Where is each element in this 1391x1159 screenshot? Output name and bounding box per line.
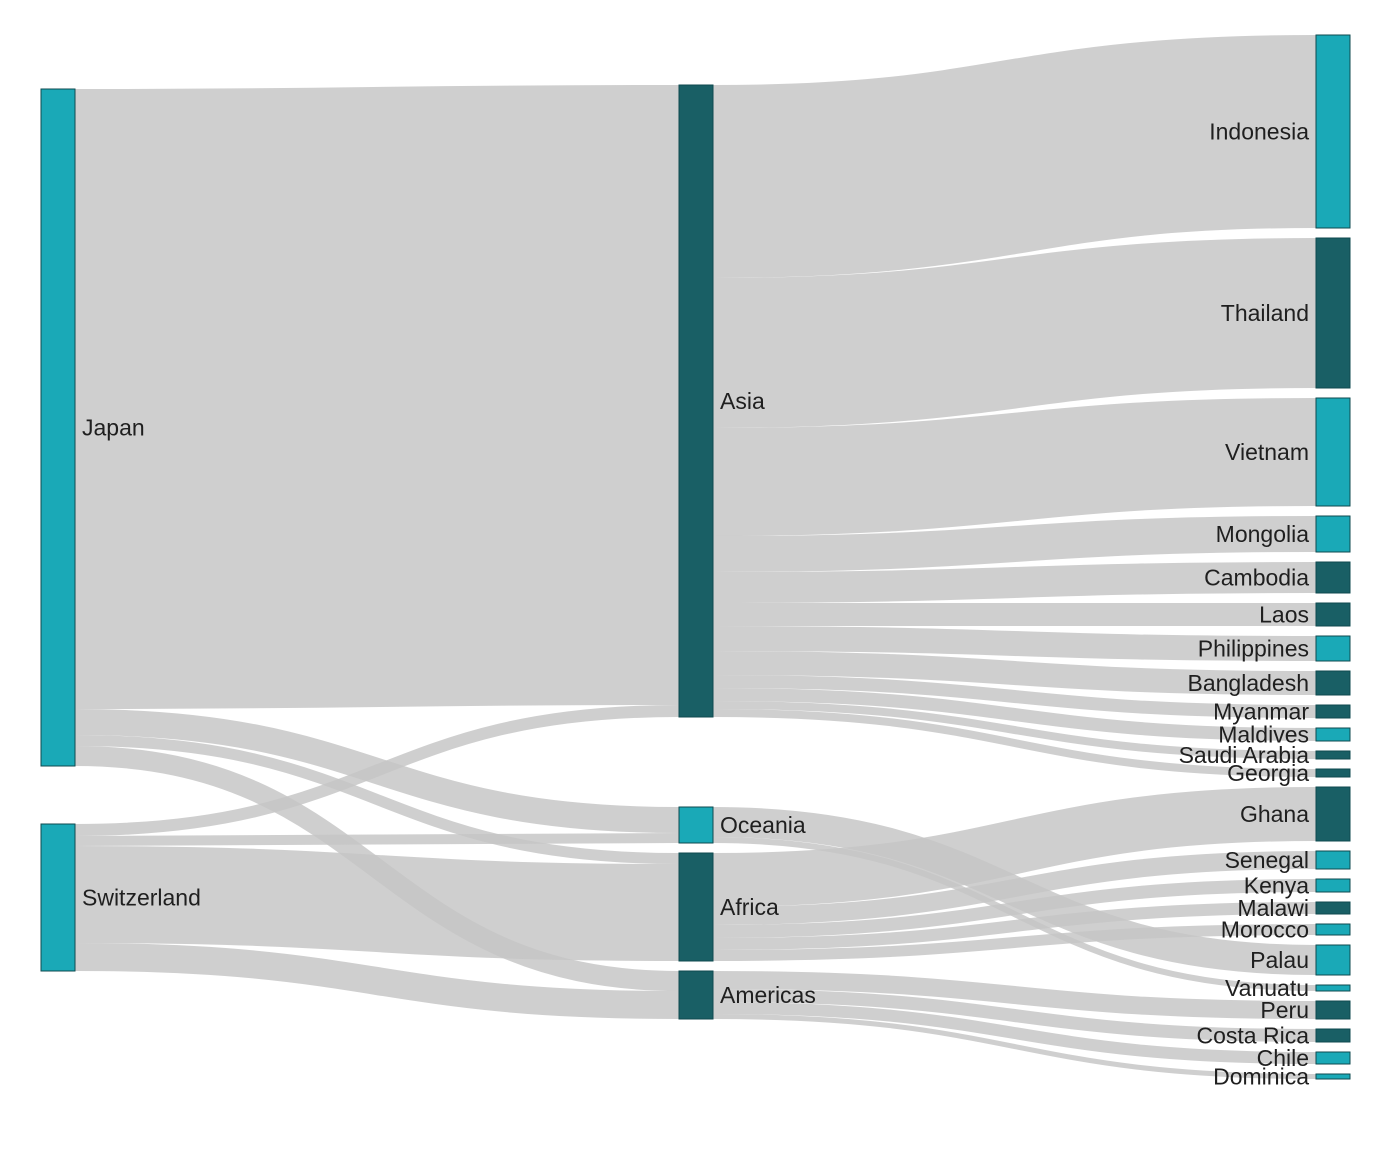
link-asia-to-indonesia [712,35,1317,278]
node-saudi-arabia [1315,750,1351,760]
node-label-chile: Chile [1257,1045,1309,1071]
node-label-maldives: Maldives [1218,722,1309,748]
link-asia-to-bangladesh [712,651,1317,695]
node-label-costa-rica: Costa Rica [1197,1023,1310,1049]
link-asia-to-philippines [712,626,1317,661]
link-switzerland-to-oceania [74,833,680,846]
node-americas [678,970,714,1020]
link-americas-to-chile [712,1002,1317,1064]
node-georgia [1315,768,1351,778]
node-philippines [1315,635,1351,662]
node-label-bangladesh: Bangladesh [1188,670,1310,696]
sankey-labels: Japan Switzerland Asia Oceania Africa America… [82,119,1309,1090]
link-americas-to-costa-rica [712,989,1317,1042]
link-asia-to-myanmar [712,675,1317,718]
node-japan [40,88,76,767]
node-label-dominica: Dominica [1213,1064,1309,1090]
link-japan-to-africa [74,735,680,864]
node-label-thailand: Thailand [1221,300,1309,326]
node-label-asia: Asia [720,388,765,414]
link-africa-to-morocco [712,924,1317,961]
node-cambodia [1315,561,1351,594]
node-indonesia [1315,34,1351,229]
link-switzerland-to-americas [74,943,680,1019]
sankey-nodes [40,34,1351,1080]
node-label-ghana: Ghana [1240,801,1309,827]
node-peru [1315,1000,1351,1020]
node-label-indonesia: Indonesia [1209,119,1309,145]
node-vanuatu [1315,984,1351,992]
node-label-morocco: Morocco [1221,917,1309,943]
node-label-oceania: Oceania [720,812,806,838]
link-asia-to-georgia [712,709,1317,777]
node-label-japan: Japan [82,415,145,441]
link-americas-to-dominica [712,1014,1317,1079]
link-japan-to-asia [74,85,680,709]
link-africa-to-senegal [712,851,1317,925]
node-kenya [1315,878,1351,893]
link-switzerland-to-asia [74,705,680,836]
node-switzerland [40,823,76,972]
node-senegal [1315,850,1351,870]
node-morocco [1315,923,1351,936]
link-switzerland-to-africa [74,846,680,961]
link-asia-to-maldives [712,688,1317,741]
node-label-georgia: Georgia [1227,760,1309,786]
node-label-peru: Peru [1260,997,1309,1023]
node-label-myanmar: Myanmar [1213,699,1309,725]
node-palau [1315,944,1351,976]
node-label-africa: Africa [720,894,779,920]
node-label-vietnam: Vietnam [1225,439,1309,465]
node-mongolia [1315,515,1351,553]
link-asia-to-thailand [712,238,1317,428]
node-label-senegal: Senegal [1225,847,1309,873]
link-africa-to-malawi [712,902,1317,950]
link-africa-to-ghana [712,787,1317,907]
node-vietnam [1315,397,1351,507]
node-label-kenya: Kenya [1244,873,1309,899]
node-oceania [678,806,714,844]
node-label-palau: Palau [1250,947,1309,973]
node-label-mongolia: Mongolia [1216,521,1310,547]
sankey-links [74,35,1317,1079]
node-label-malawi: Malawi [1237,895,1309,921]
node-dominica [1315,1073,1351,1080]
link-asia-to-mongolia [712,516,1317,572]
link-americas-to-peru [712,971,1317,1019]
node-maldives [1315,727,1351,742]
node-myanmar [1315,704,1351,719]
node-chile [1315,1051,1351,1065]
node-label-americas: Americas [720,982,816,1008]
node-label-vanuatu: Vanuatu [1225,975,1309,1001]
node-malawi [1315,901,1351,915]
link-asia-to-vietnam [712,398,1317,536]
node-costa-rica [1315,1028,1351,1043]
node-label-saudi-arabia: Saudi Arabia [1179,742,1310,768]
node-label-switzerland: Switzerland [82,885,201,911]
link-africa-to-kenya [712,879,1317,938]
link-asia-to-cambodia [712,562,1317,603]
node-label-cambodia: Cambodia [1204,565,1309,591]
node-africa [678,852,714,962]
node-bangladesh [1315,670,1351,696]
link-asia-to-saudi-arabia [712,701,1317,759]
node-label-philippines: Philippines [1198,636,1309,662]
node-ghana [1315,786,1351,842]
node-thailand [1315,237,1351,389]
node-asia [678,84,714,718]
node-laos [1315,602,1351,627]
node-label-laos: Laos [1259,602,1309,628]
